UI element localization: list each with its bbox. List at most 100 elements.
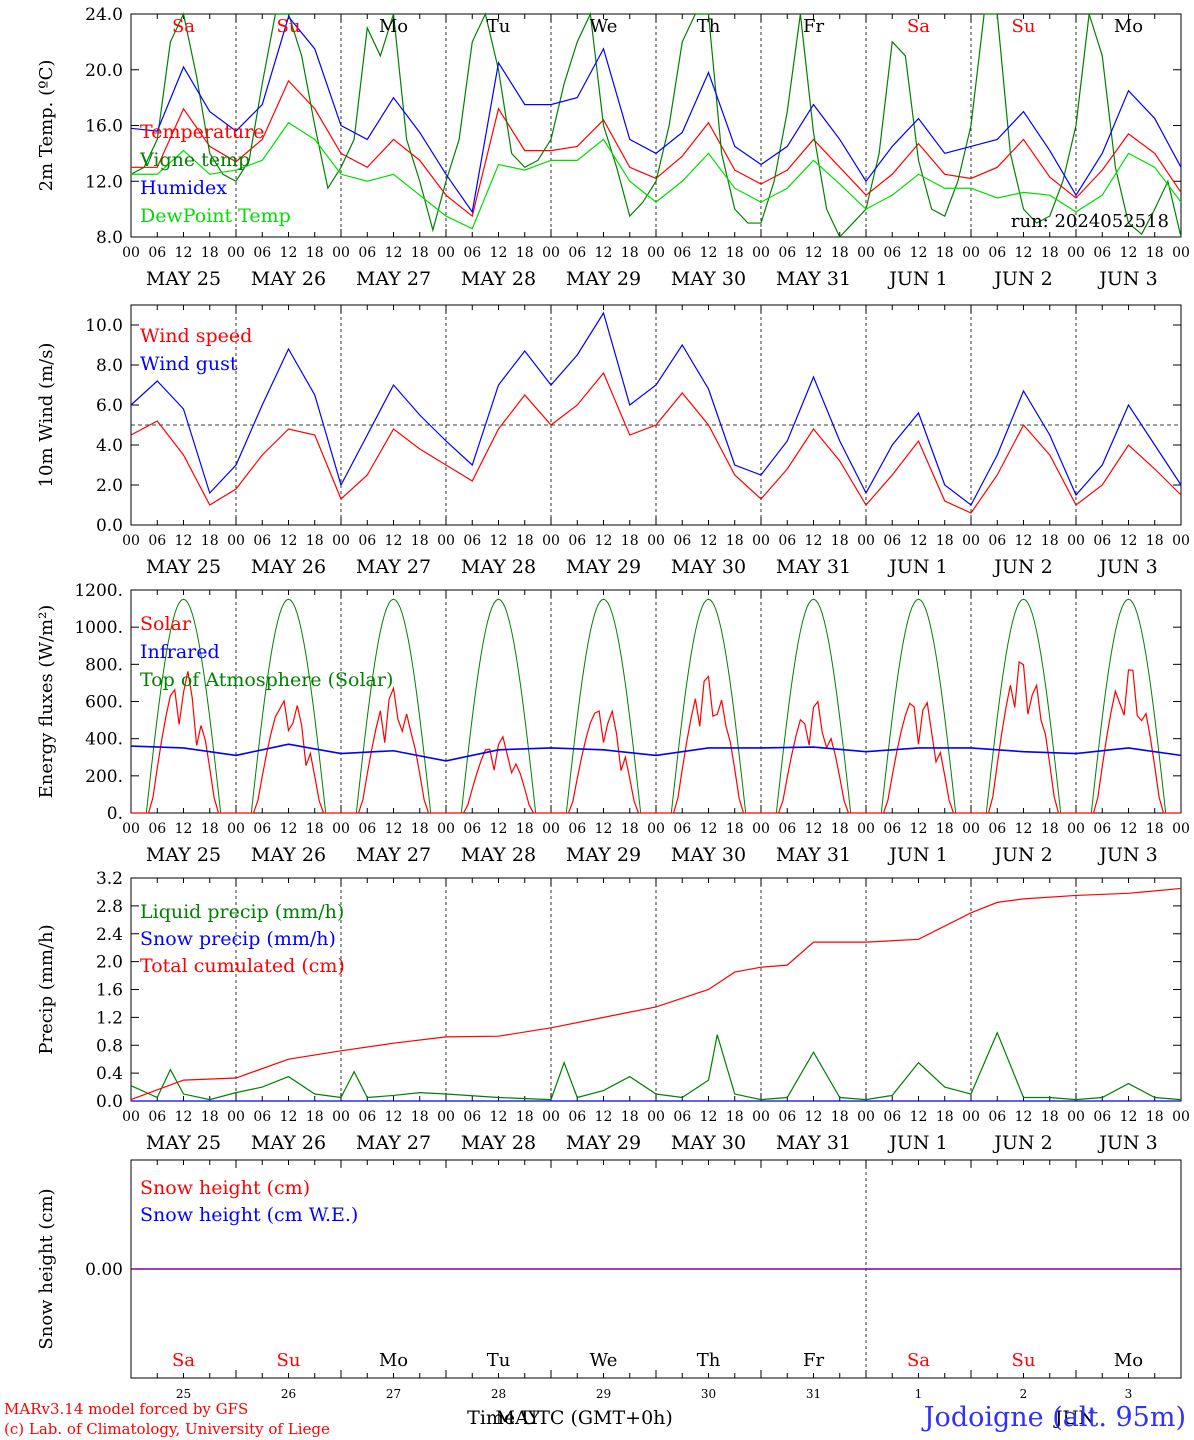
weekday-label: Su xyxy=(1012,1350,1036,1371)
legend-entry: Wind speed xyxy=(140,325,252,347)
y-tick-label: 400. xyxy=(85,730,123,750)
month-label: JUN xyxy=(1053,1407,1095,1429)
hour-label: 06 xyxy=(1093,245,1111,261)
hour-label: 12 xyxy=(1120,533,1138,549)
hour-label: 00 xyxy=(857,821,875,837)
hour-label: 06 xyxy=(568,245,586,261)
weekday-label: Sa xyxy=(907,16,930,37)
y-tick-label: 4.0 xyxy=(96,436,123,456)
hour-label: 06 xyxy=(673,245,691,261)
hour-label: 18 xyxy=(831,821,849,837)
date-label: MAY 26 xyxy=(251,268,326,290)
hour-label: 18 xyxy=(1146,821,1164,837)
hour-label: 12 xyxy=(175,533,193,549)
day-number-label: 25 xyxy=(176,1387,191,1401)
hour-label: 12 xyxy=(700,1109,718,1125)
hour-label: 06 xyxy=(1093,1109,1111,1125)
hour-label: 06 xyxy=(778,533,796,549)
hour-label: 12 xyxy=(700,533,718,549)
hour-label: 00 xyxy=(647,1109,665,1125)
date-label: MAY 30 xyxy=(671,556,746,578)
hour-label: 00 xyxy=(227,1109,245,1125)
weekday-label: Th xyxy=(697,16,721,37)
hour-label: 18 xyxy=(621,245,639,261)
hour-label: 18 xyxy=(1041,533,1059,549)
hour-label: 06 xyxy=(148,1109,166,1125)
date-label: MAY 31 xyxy=(776,844,851,866)
hour-label: 12 xyxy=(1015,1109,1033,1125)
hour-label: 12 xyxy=(1015,245,1033,261)
hour-label: 12 xyxy=(385,245,403,261)
hour-label: 06 xyxy=(253,821,271,837)
hour-label: 00 xyxy=(1172,821,1190,837)
date-label: MAY 26 xyxy=(251,1132,326,1154)
date-label: JUN 3 xyxy=(1097,1132,1157,1154)
hour-label: 06 xyxy=(253,245,271,261)
hour-label: 12 xyxy=(700,245,718,261)
hour-label: 18 xyxy=(726,245,744,261)
hour-label: 12 xyxy=(1120,821,1138,837)
date-label: JUN 1 xyxy=(887,268,947,290)
hour-label: 00 xyxy=(1172,245,1190,261)
date-label: MAY 26 xyxy=(251,556,326,578)
day-number-label: 26 xyxy=(281,1387,296,1401)
x-axis-title: Time UTC (GMT+0h) xyxy=(467,1407,673,1429)
hour-label: 12 xyxy=(910,245,928,261)
hour-label: 18 xyxy=(621,821,639,837)
day-number-label: 2 xyxy=(1020,1387,1028,1401)
hour-label: 00 xyxy=(857,1109,875,1125)
hour-label: 18 xyxy=(621,533,639,549)
date-label: JUN 1 xyxy=(887,556,947,578)
hour-label: 06 xyxy=(988,245,1006,261)
hour-label: 06 xyxy=(253,1109,271,1125)
y-tick-label: 10.0 xyxy=(85,316,123,336)
hour-label: 18 xyxy=(201,1109,219,1125)
hour-label: 00 xyxy=(647,533,665,549)
hour-label: 18 xyxy=(831,533,849,549)
y-tick-label: 0.8 xyxy=(96,1036,123,1056)
hour-label: 00 xyxy=(437,1109,455,1125)
hour-label: 06 xyxy=(883,245,901,261)
hour-label: 00 xyxy=(332,533,350,549)
hour-label: 00 xyxy=(122,533,140,549)
hour-label: 06 xyxy=(673,821,691,837)
hour-label: 00 xyxy=(1172,1109,1190,1125)
hour-label: 18 xyxy=(831,1109,849,1125)
hour-label: 12 xyxy=(385,1109,403,1125)
hour-label: 00 xyxy=(542,1109,560,1125)
weekday-label: Su xyxy=(1012,16,1036,37)
legend-entry: Liquid precip (mm/h) xyxy=(140,901,344,923)
weekday-label: Mo xyxy=(379,1350,408,1371)
hour-label: 18 xyxy=(201,821,219,837)
day-number-label: 31 xyxy=(806,1387,821,1401)
y-tick-label: 3.2 xyxy=(96,869,123,889)
date-label: JUN 2 xyxy=(992,844,1052,866)
hour-label: 06 xyxy=(883,533,901,549)
hour-label: 00 xyxy=(1067,821,1085,837)
y-tick-label: 1200. xyxy=(74,581,123,601)
plot-frame xyxy=(130,589,1182,814)
hour-label: 12 xyxy=(805,821,823,837)
hour-label: 18 xyxy=(201,533,219,549)
hour-label: 18 xyxy=(516,245,534,261)
weekday-label: Su xyxy=(277,16,301,37)
hour-label: 06 xyxy=(883,821,901,837)
y-tick-label: 16.0 xyxy=(85,117,123,137)
weekday-label: Sa xyxy=(907,1350,930,1371)
y-tick-label: 1000. xyxy=(74,618,123,638)
legend-entry: Vigne temp xyxy=(139,149,250,171)
weekday-label: Mo xyxy=(1114,1350,1143,1371)
hour-label: 18 xyxy=(306,1109,324,1125)
legend-entry: Total cumulated (cm) xyxy=(140,955,345,977)
legend-entry: Solar xyxy=(140,613,192,635)
day-number-label: 27 xyxy=(386,1387,401,1401)
hour-label: 00 xyxy=(752,1109,770,1125)
y-tick-label: 20.0 xyxy=(85,61,123,81)
legend-entry: Wind gust xyxy=(140,353,238,375)
y-axis-title: 2m Temp. (ºC) xyxy=(36,60,57,192)
hour-label: 12 xyxy=(805,245,823,261)
date-label: MAY 31 xyxy=(776,268,851,290)
hour-label: 12 xyxy=(175,821,193,837)
hour-label: 06 xyxy=(148,245,166,261)
